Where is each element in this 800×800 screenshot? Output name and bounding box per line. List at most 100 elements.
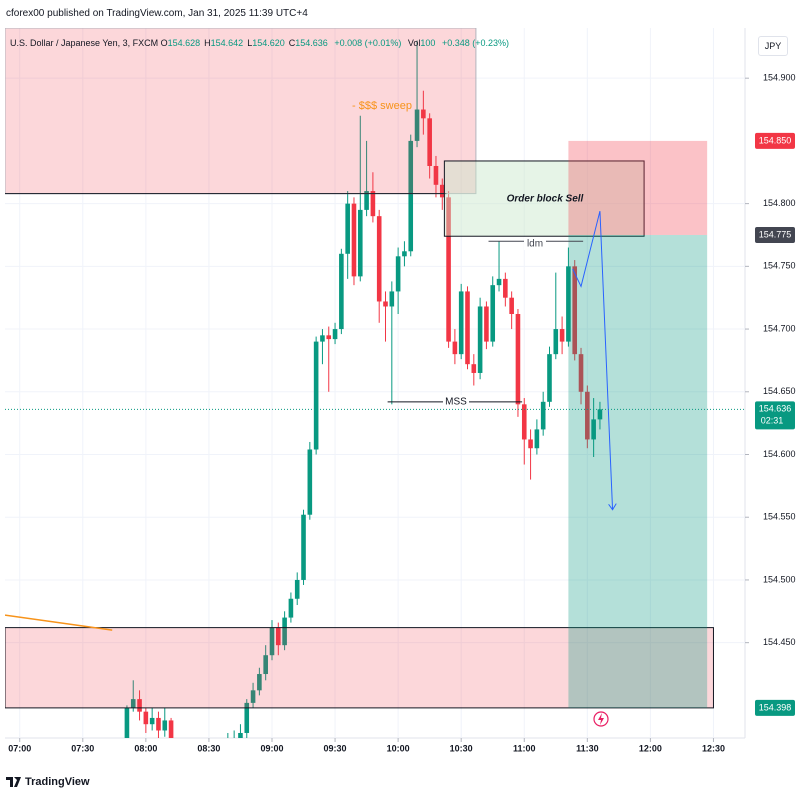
- candle-body: [143, 711, 149, 725]
- logo-icon: [6, 777, 21, 787]
- event-bolt: [598, 713, 604, 725]
- candle-body: [471, 364, 477, 373]
- candle-body: [509, 297, 514, 315]
- candle-body: [288, 598, 294, 618]
- x-tick-label: 09:30: [324, 743, 347, 753]
- ohlc-values: O154.628 H154.642 L154.620 C154.636: [161, 38, 332, 48]
- candle-body: [263, 655, 268, 675]
- footer-text: TradingView: [25, 776, 90, 788]
- candle-body: [439, 184, 445, 198]
- candle-body: [307, 449, 313, 515]
- candle-body: [597, 409, 603, 420]
- candle-body: [364, 191, 369, 210]
- price-badge-label: 154.398: [759, 702, 792, 712]
- candle-body: [421, 109, 426, 119]
- candle-body: [137, 699, 142, 712]
- x-tick-label: 10:30: [450, 743, 473, 753]
- candle-body: [540, 401, 546, 430]
- y-tick-label: 154.650: [763, 386, 796, 396]
- candle-body: [168, 720, 174, 738]
- annotation: - $$$ sweep: [352, 100, 412, 112]
- annotation: Order block Sell: [507, 194, 584, 205]
- candle-body: [326, 335, 332, 340]
- candle-body: [490, 285, 496, 342]
- symbol-legend: U.S. Dollar / Japanese Yen, 3, FXCM O154…: [10, 38, 513, 48]
- change: +0.008 (+0.01%): [334, 38, 402, 48]
- candle-body: [376, 216, 382, 302]
- candle-body: [370, 191, 376, 217]
- zone: [5, 627, 714, 709]
- candle-body: [534, 429, 540, 449]
- ohlc-value: 154.628: [167, 38, 201, 48]
- y-tick-label: 154.750: [763, 261, 796, 271]
- zone: [568, 140, 708, 235]
- candle-body: [351, 203, 357, 277]
- candle-body: [200, 758, 205, 762]
- ohlc-label: C: [288, 38, 296, 48]
- candle-body: [345, 203, 350, 254]
- candle-body: [433, 165, 439, 185]
- y-tick-label: 154.900: [763, 73, 796, 83]
- symbol-name: U.S. Dollar / Japanese Yen, 3, FXCM: [10, 38, 159, 48]
- price-badge-label: 154.850: [759, 135, 792, 145]
- candle-body: [452, 341, 458, 355]
- price-badge: [755, 401, 795, 430]
- candle-body: [156, 717, 161, 731]
- candle-body: [566, 266, 571, 342]
- y-tick-label: 154.450: [763, 637, 796, 647]
- candle-body: [477, 306, 483, 373]
- plot-area: [5, 28, 745, 762]
- label-bg: [443, 395, 469, 408]
- price-badge-countdown: 02:31: [761, 416, 784, 426]
- candle-body: [257, 674, 262, 691]
- x-tick-label: 07:30: [71, 743, 94, 753]
- candle-body: [320, 335, 325, 342]
- x-tick-label: 12:00: [639, 743, 662, 753]
- label-bg: [524, 237, 546, 250]
- candle-body: [207, 756, 212, 762]
- candle-body: [427, 118, 432, 166]
- y-tick-label: 154.600: [763, 449, 796, 459]
- candle-body: [294, 579, 300, 599]
- candle-body: [496, 278, 502, 286]
- x-tick-label: 09:00: [260, 743, 283, 753]
- candle-body: [578, 354, 584, 392]
- candle-body: [339, 253, 344, 330]
- ohlc-label: O: [160, 38, 168, 48]
- candle-body: [572, 266, 578, 355]
- event-icon[interactable]: [593, 711, 609, 727]
- candle-body: [553, 329, 559, 355]
- candle-body: [332, 329, 338, 340]
- candle-body: [313, 341, 319, 450]
- candle-body: [383, 301, 388, 307]
- candle-body: [301, 514, 306, 580]
- candle-body: [130, 699, 136, 708]
- publisher-line: cforex00 published on TradingView.com, J…: [6, 8, 308, 19]
- candle-body: [591, 419, 596, 440]
- x-tick-label: 08:00: [134, 743, 157, 753]
- candle-body: [188, 753, 193, 756]
- y-tick-label: 154.700: [763, 323, 796, 333]
- x-tick-label: 11:00: [513, 743, 536, 753]
- y-tick-label: 154.550: [763, 512, 796, 522]
- candle-body: [238, 732, 243, 738]
- ohlc-value: 154.620: [252, 38, 285, 48]
- candle-body: [484, 306, 489, 342]
- volume-label: Vol: [407, 38, 421, 48]
- candle-body: [395, 256, 401, 292]
- x-tick-label: 08:30: [197, 743, 220, 753]
- candle-body: [515, 314, 521, 405]
- candle-body: [275, 627, 281, 646]
- candle-body: [269, 627, 275, 656]
- candle-body: [465, 291, 470, 365]
- price-badge: [755, 699, 795, 716]
- candle-body: [162, 720, 168, 731]
- candle-body: [559, 329, 565, 342]
- candle-body: [244, 702, 250, 733]
- zone: [5, 28, 477, 195]
- annotation: MSS: [445, 397, 467, 408]
- trend-line: [5, 614, 113, 631]
- price-badge: [755, 132, 795, 149]
- candle-body: [124, 707, 130, 738]
- currency-button[interactable]: JPY: [758, 36, 788, 56]
